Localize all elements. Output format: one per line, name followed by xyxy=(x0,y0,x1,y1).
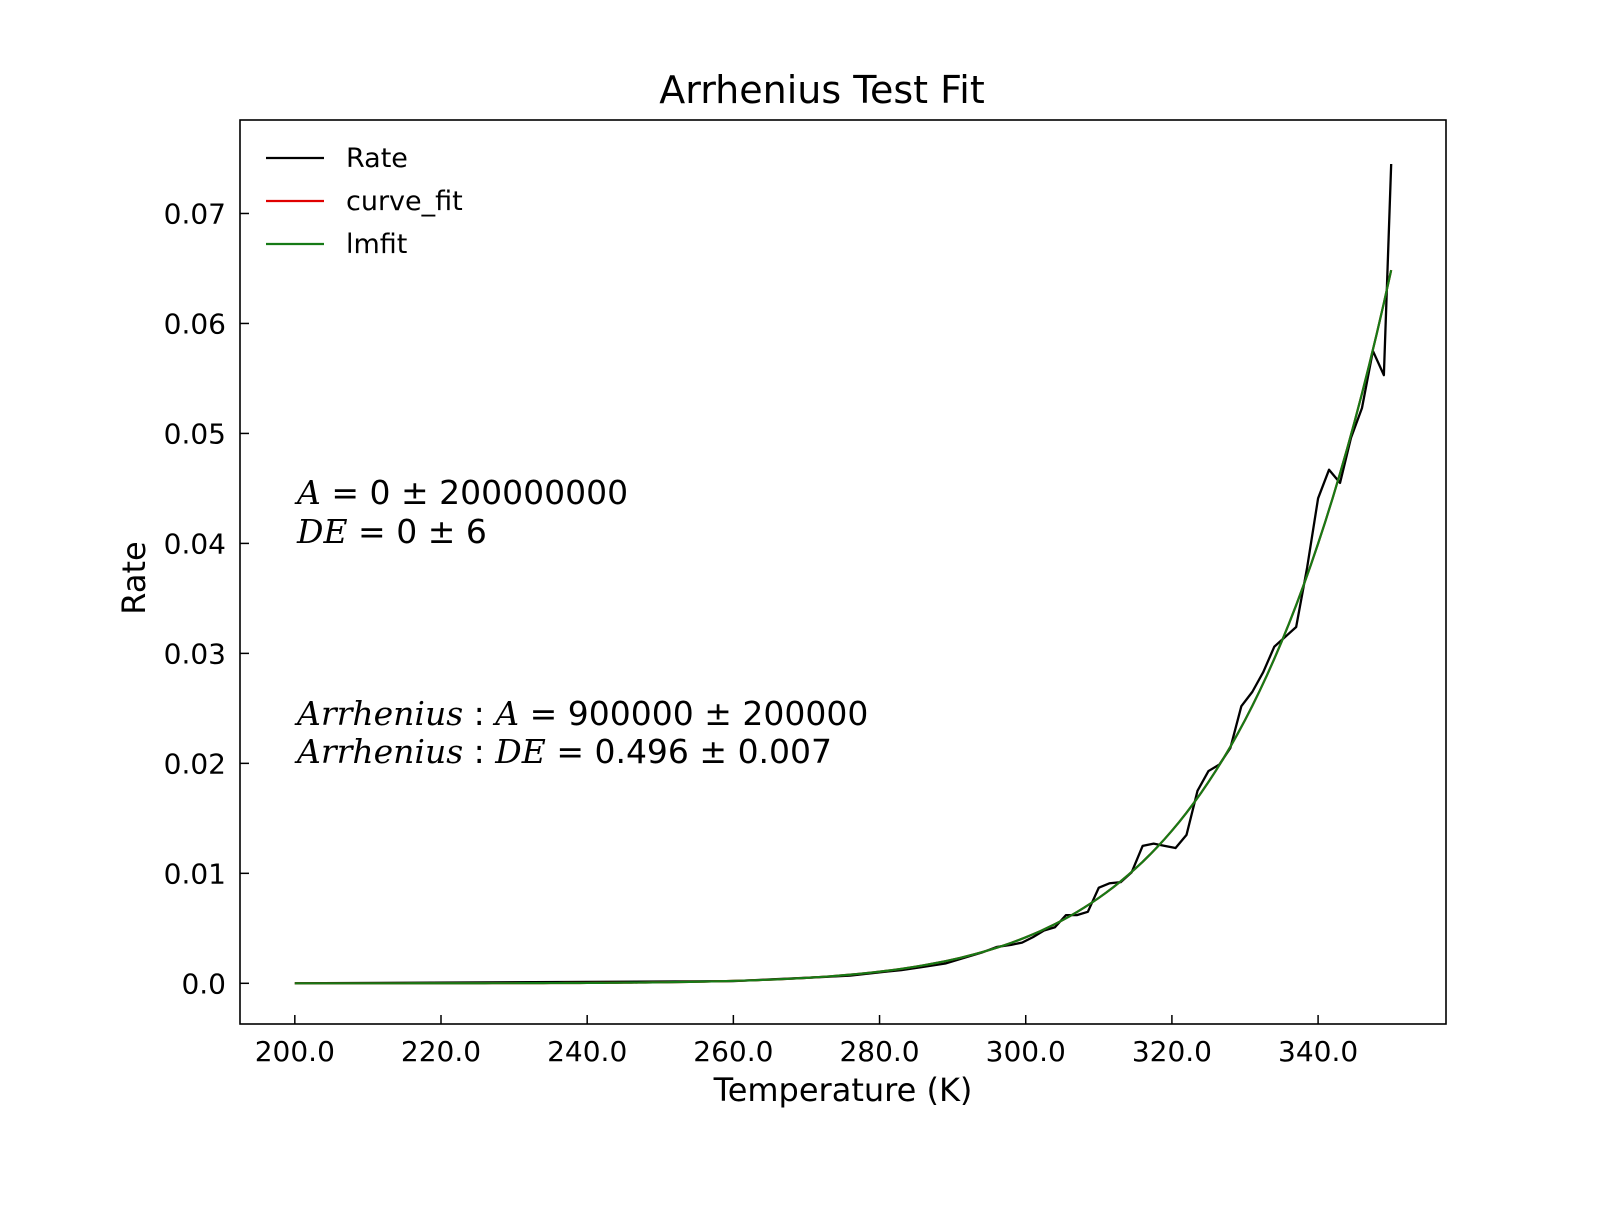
series-layer xyxy=(294,163,1393,985)
x-axis-ticks: 200.0 220.0 240.0 260.0 280.0 300.0 320.0 340.0 xyxy=(255,1015,1358,1068)
x-tick-label: 260.0 xyxy=(693,1035,773,1068)
x-tick-label: 280.0 xyxy=(839,1035,919,1068)
y-tick-label: 0.04 xyxy=(164,527,226,560)
plot-frame xyxy=(239,119,1447,1025)
x-tick-label: 220.0 xyxy=(401,1035,481,1068)
series-line-rate xyxy=(294,163,1393,985)
annotation-curve-fit-de: DE = 0 ± 6 xyxy=(296,512,487,551)
y-axis-ticks: 0.0 0.01 0.02 0.03 0.04 0.05 0.06 0.07 xyxy=(164,197,249,1000)
y-tick-label: 0.01 xyxy=(164,857,226,890)
chart-title: Arrhenius Test Fit xyxy=(659,68,984,112)
series-line-curve-fit xyxy=(294,269,1393,985)
x-tick-label: 340.0 xyxy=(1278,1035,1358,1068)
legend-label-rate: Rate xyxy=(346,143,408,174)
y-tick-label: 0.06 xyxy=(164,307,226,340)
annotation-lmfit-a: Arrhenius : A = 900000 ± 200000 xyxy=(294,694,868,733)
annotation-curve-fit-a: A = 0 ± 200000000 xyxy=(294,473,628,512)
y-tick-label: 0.02 xyxy=(164,747,226,780)
legend-label-lmfit: lmfit xyxy=(346,229,407,260)
annotation-lmfit-de: Arrhenius : DE = 0.496 ± 0.007 xyxy=(294,732,832,771)
y-tick-label: 0.0 xyxy=(181,967,226,1000)
legend: Rate curve_fit lmfit xyxy=(266,143,463,260)
x-tick-label: 300.0 xyxy=(986,1035,1066,1068)
legend-label-curve-fit: curve_fit xyxy=(346,186,463,217)
y-tick-label: 0.03 xyxy=(164,637,226,670)
y-axis-label: Rate xyxy=(115,541,153,614)
x-tick-label: 320.0 xyxy=(1132,1035,1212,1068)
x-axis-label: Temperature (K) xyxy=(713,1071,973,1109)
series-line-lmfit xyxy=(294,269,1393,985)
y-tick-label: 0.07 xyxy=(164,197,226,230)
x-tick-label: 240.0 xyxy=(547,1035,627,1068)
x-tick-label: 200.0 xyxy=(255,1035,335,1068)
y-tick-label: 0.05 xyxy=(164,417,226,450)
